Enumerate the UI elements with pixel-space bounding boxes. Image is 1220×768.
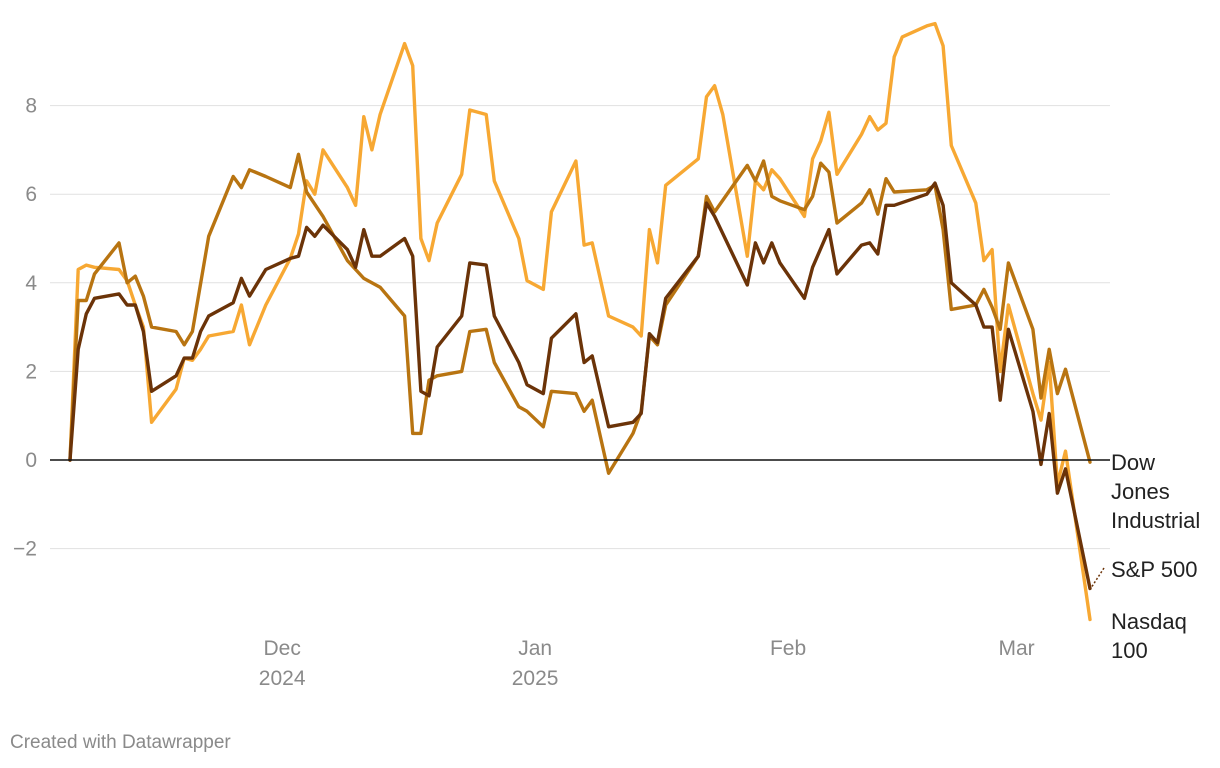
series-lines <box>68 21 1092 622</box>
series-line-s-p-500 <box>68 181 1092 591</box>
x-tick-year-label: 2025 <box>512 667 559 690</box>
y-tick-label: 8 <box>25 95 37 118</box>
y-tick-label: 0 <box>25 449 37 472</box>
x-tick-year-label: 2024 <box>259 667 306 690</box>
x-tick-label: Feb <box>770 637 806 660</box>
series-label-line: Jones <box>1111 479 1170 504</box>
series-label-line: 100 <box>1111 638 1148 663</box>
series-label: Dow Jones Industrial <box>1111 450 1200 533</box>
y-axis-tick-labels: −2 0 2 4 6 8 <box>13 95 37 561</box>
x-tick-label: Dec <box>263 637 300 660</box>
series-label: Nasdaq 100 <box>1111 609 1187 663</box>
series-label-line: Industrial <box>1111 508 1200 533</box>
x-axis-tick-labels: Dec 2024 Jan 2025 Feb Mar <box>259 637 1035 690</box>
series-line-nasdaq-100 <box>68 21 1092 622</box>
x-tick-label: Mar <box>998 637 1034 660</box>
series-label-line: Nasdaq <box>1111 609 1187 634</box>
series-label-line: Dow <box>1111 450 1155 475</box>
series-label-line: S&P 500 <box>1111 557 1197 582</box>
sp500-label-connector <box>1091 567 1105 587</box>
series-labels: Dow Jones Industrial S&P 500 Nasdaq 100 <box>1091 450 1200 663</box>
y-tick-label: −2 <box>13 538 37 561</box>
y-gridlines <box>50 105 1110 550</box>
series-label: S&P 500 <box>1111 557 1197 582</box>
y-tick-label: 2 <box>25 360 37 383</box>
y-tick-label: 6 <box>25 183 37 206</box>
datawrapper-credit: Created with Datawrapper <box>10 732 231 753</box>
x-tick-label: Jan <box>518 637 552 660</box>
y-tick-label: 4 <box>25 272 37 295</box>
